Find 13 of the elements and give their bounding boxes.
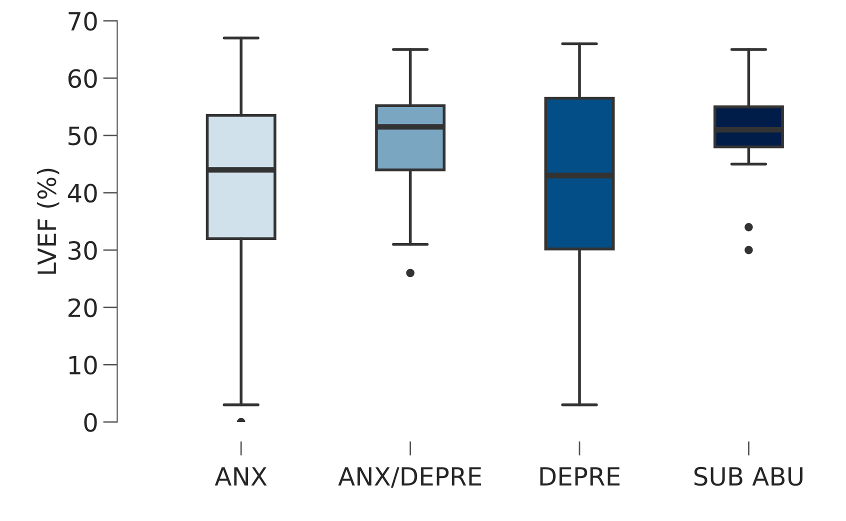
x-tick-label: ANX bbox=[214, 467, 267, 486]
y-tick-label: 40 bbox=[68, 184, 97, 203]
x-tick-label: SUB ABU bbox=[694, 466, 802, 486]
y-tick-label: 30 bbox=[68, 241, 97, 260]
y-tick-label: 60 bbox=[68, 69, 97, 88]
y-tick-label: 50 bbox=[68, 126, 97, 146]
y-tick-label: 0 bbox=[84, 412, 97, 432]
y-axis-title: LVEF (%) bbox=[36, 168, 60, 274]
y-tick-label: 10 bbox=[69, 356, 97, 375]
y-tick-label: 70 bbox=[68, 12, 97, 31]
x-tick-label: ANX/DEPRE bbox=[338, 467, 482, 488]
x-tick-label: DEPRE bbox=[540, 467, 620, 486]
y-tick-label: 20 bbox=[68, 298, 97, 318]
